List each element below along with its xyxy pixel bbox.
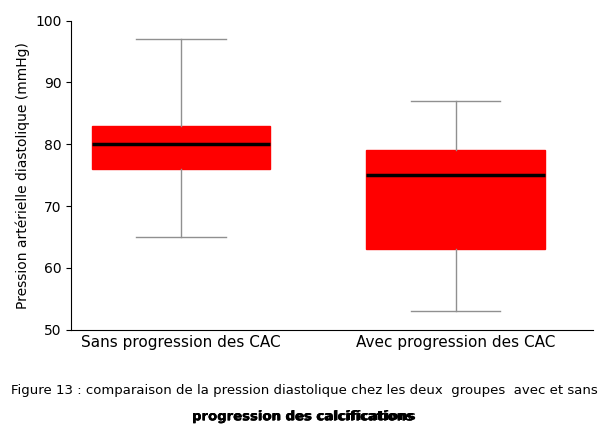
Y-axis label: Pression artérielle diastolique (mmHg): Pression artérielle diastolique (mmHg)	[15, 42, 30, 308]
PathPatch shape	[367, 151, 545, 249]
Text: progression des calcifications: progression des calcifications	[192, 411, 416, 423]
Text: progression des calcifications: progression des calcifications	[192, 411, 416, 423]
PathPatch shape	[92, 126, 271, 169]
Text: Figure 13 : comparaison de la pression diastolique chez les deux  groupes  avec : Figure 13 : comparaison de la pression d…	[10, 384, 598, 397]
